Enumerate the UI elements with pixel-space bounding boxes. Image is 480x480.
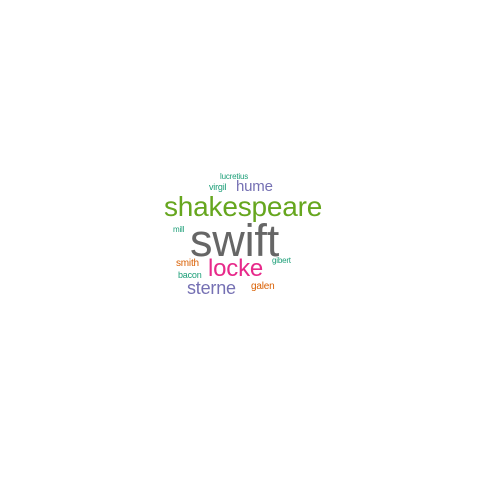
word-mill: mill [173,225,185,234]
word-smith: smith [176,258,199,269]
word-gibert: gibert [272,256,291,265]
word-virgil: virgil [209,182,227,192]
word-lucretius: lucretius [220,172,248,181]
word-locke: locke [208,255,264,282]
word-galen: galen [251,281,275,292]
word-swift: swift [190,215,280,266]
word-shakespeare: shakespeare [164,191,323,222]
word-bacon: bacon [178,270,202,280]
word-sterne: sterne [187,278,236,298]
word-hume: hume [236,178,273,195]
